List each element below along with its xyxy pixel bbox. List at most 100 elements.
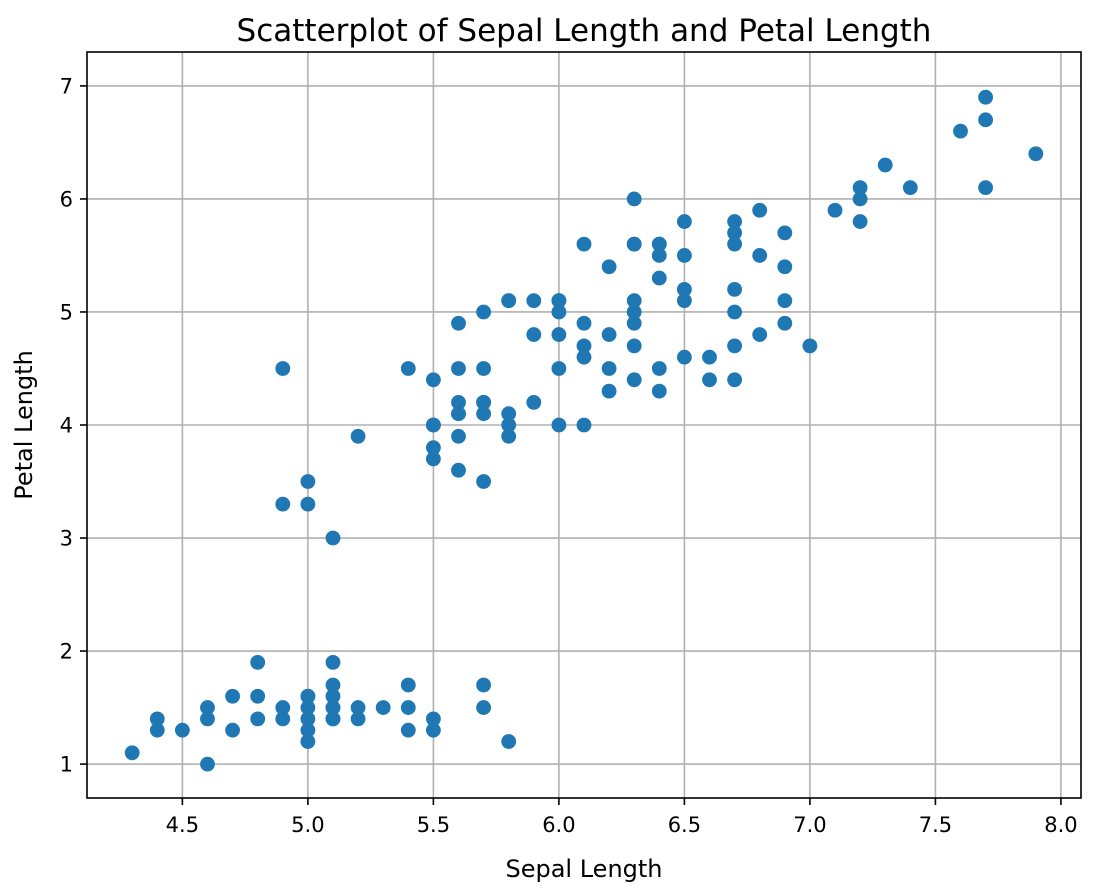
y-axis-label: Petal Length	[10, 350, 38, 500]
data-point	[626, 315, 642, 331]
data-point	[501, 417, 517, 433]
y-axis-ticks: 1 2 3 4 5 6 7	[60, 74, 87, 777]
data-point	[425, 440, 441, 456]
data-point	[250, 688, 266, 704]
data-point	[275, 711, 291, 727]
data-point	[476, 394, 491, 410]
x-tick-label: 5.5	[417, 813, 450, 837]
data-point	[501, 406, 517, 422]
x-axis-ticks: 4.5 5.0 5.5 6.0 6.5 7.0 7.5 8.0	[166, 798, 1078, 837]
data-point	[978, 112, 994, 128]
data-point	[225, 688, 240, 704]
data-point	[425, 722, 441, 738]
data-point	[576, 338, 592, 354]
y-tick-label: 1	[60, 753, 73, 777]
data-point	[325, 700, 341, 715]
data-point	[626, 293, 642, 309]
data-point	[149, 722, 165, 738]
data-point	[275, 700, 291, 715]
data-point	[476, 474, 491, 489]
data-point	[149, 711, 165, 727]
y-tick-label: 2	[60, 640, 73, 664]
data-point	[300, 722, 316, 738]
data-point	[476, 700, 491, 715]
data-point	[978, 89, 994, 105]
data-point	[275, 496, 291, 512]
data-point	[677, 214, 692, 229]
data-point	[526, 327, 542, 342]
data-point	[777, 315, 793, 331]
data-point	[601, 383, 617, 399]
data-point	[275, 361, 291, 376]
data-point	[626, 236, 642, 252]
data-point	[752, 248, 768, 263]
y-tick-label: 6	[60, 187, 73, 211]
data-point	[677, 349, 692, 365]
data-point	[200, 756, 215, 772]
data-point	[651, 361, 667, 376]
data-point	[727, 338, 743, 354]
data-point	[451, 406, 466, 422]
data-point	[425, 417, 441, 433]
data-point	[526, 293, 542, 309]
data-point	[325, 654, 341, 670]
data-point	[727, 214, 743, 229]
data-point	[576, 417, 592, 433]
data-point	[476, 677, 491, 693]
data-point	[651, 383, 667, 399]
data-point	[375, 700, 391, 715]
data-point	[350, 700, 366, 715]
grid	[87, 52, 1081, 798]
data-point	[852, 180, 868, 196]
x-tick-label: 5.0	[291, 813, 324, 837]
data-point	[601, 259, 617, 275]
data-point	[677, 293, 692, 309]
data-point	[777, 259, 793, 275]
data-point	[702, 349, 717, 365]
data-point	[425, 711, 441, 727]
data-point	[651, 270, 667, 286]
data-point	[576, 315, 592, 331]
data-point	[601, 361, 617, 376]
data-points	[124, 89, 1044, 772]
data-point	[451, 428, 466, 444]
data-point	[225, 722, 240, 738]
data-point	[626, 304, 642, 320]
data-point	[551, 417, 567, 433]
data-point	[677, 281, 692, 297]
chart-title: Scatterplot of Sepal Length and Petal Le…	[237, 13, 932, 49]
x-tick-label: 8.0	[1044, 813, 1077, 837]
x-tick-label: 6.5	[668, 813, 701, 837]
data-point	[626, 338, 642, 354]
y-tick-label: 3	[60, 527, 73, 551]
data-point	[601, 327, 617, 342]
data-point	[651, 248, 667, 263]
x-tick-label: 4.5	[166, 813, 199, 837]
data-point	[300, 496, 316, 512]
x-tick-label: 7.0	[793, 813, 826, 837]
data-point	[250, 711, 266, 727]
data-point	[827, 202, 843, 218]
data-point	[124, 745, 140, 761]
data-point	[400, 722, 416, 738]
x-axis-label: Sepal Length	[505, 855, 662, 883]
y-tick-label: 4	[60, 414, 73, 438]
data-point	[677, 248, 692, 263]
data-point	[400, 361, 416, 376]
data-point	[626, 372, 642, 388]
data-point	[476, 304, 491, 320]
data-point	[551, 327, 567, 342]
y-tick-label: 5	[60, 300, 73, 324]
data-point	[400, 700, 416, 715]
data-point	[877, 157, 893, 173]
data-point	[300, 700, 316, 715]
data-point	[501, 428, 517, 444]
data-point	[501, 734, 517, 749]
data-point	[174, 722, 190, 738]
data-point	[451, 462, 466, 478]
data-point	[852, 214, 868, 229]
data-point	[551, 293, 567, 309]
x-tick-label: 7.5	[919, 813, 952, 837]
data-point	[576, 349, 592, 365]
